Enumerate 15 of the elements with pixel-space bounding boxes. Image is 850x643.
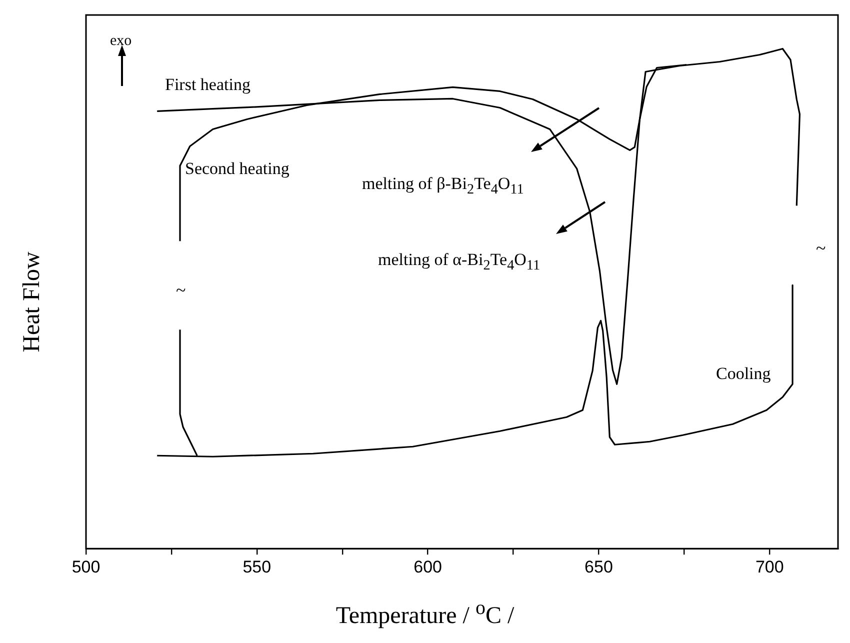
- x-tick-label: 500: [72, 557, 100, 576]
- y-axis-title: Heat Flow: [19, 251, 45, 352]
- x-tick-label: 600: [414, 557, 442, 576]
- annotation: ~: [816, 238, 826, 258]
- annotation: First heating: [165, 75, 250, 94]
- x-tick-label: 700: [755, 557, 784, 576]
- x-tick-label: 550: [242, 557, 272, 576]
- annotation: ~: [176, 280, 186, 300]
- annotation: Cooling: [716, 364, 771, 383]
- annotation: Second heating: [185, 159, 290, 178]
- annotation: exo: [110, 33, 132, 49]
- x-axis-title: Temperature / $^{o}$C /: [336, 597, 514, 629]
- annotation: melting of β-Bi$_{2}$Te$_{4}$O$_{11}$: [362, 174, 524, 198]
- annotation: melting of α-Bi$_{2}$Te$_{4}$O$_{11}$: [378, 250, 540, 274]
- x-tick-label: 650: [584, 557, 613, 576]
